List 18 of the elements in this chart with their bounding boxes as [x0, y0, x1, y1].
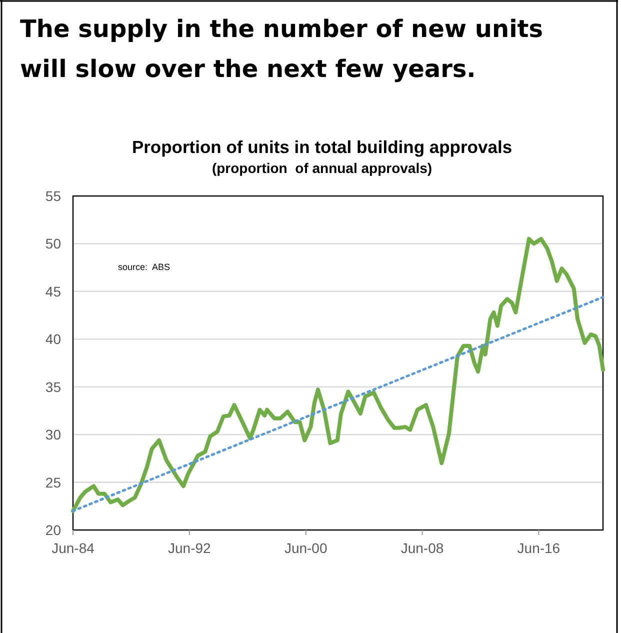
- y-tick-label: 45: [45, 283, 62, 300]
- y-tick-label: 30: [45, 426, 62, 443]
- y-tick-label: 40: [45, 331, 62, 348]
- y-tick-label: 35: [45, 378, 62, 395]
- x-tick-label: Jun-16: [517, 540, 560, 556]
- x-tick-label: Jun-92: [168, 540, 212, 556]
- x-tick-label: Jun-00: [284, 540, 328, 556]
- x-tick-label: Jun-84: [52, 540, 95, 556]
- text: The supply in the number of new units will slow over the next few years.: [20, 15, 544, 83]
- y-tick-label: 20: [45, 522, 62, 538]
- chart-subtitle: (proportion of annual approvals): [212, 160, 432, 176]
- chart-title: Proportion of units in total building approvals: [132, 137, 512, 157]
- annotation: source: ABS: [118, 262, 170, 272]
- y-tick-label: 25: [45, 474, 62, 490]
- x-tick-label: Jun-08: [400, 540, 444, 556]
- line-series: [71, 236, 605, 513]
- y-tick-label: 50: [45, 236, 62, 252]
- y-tick-label: 55: [45, 188, 62, 204]
